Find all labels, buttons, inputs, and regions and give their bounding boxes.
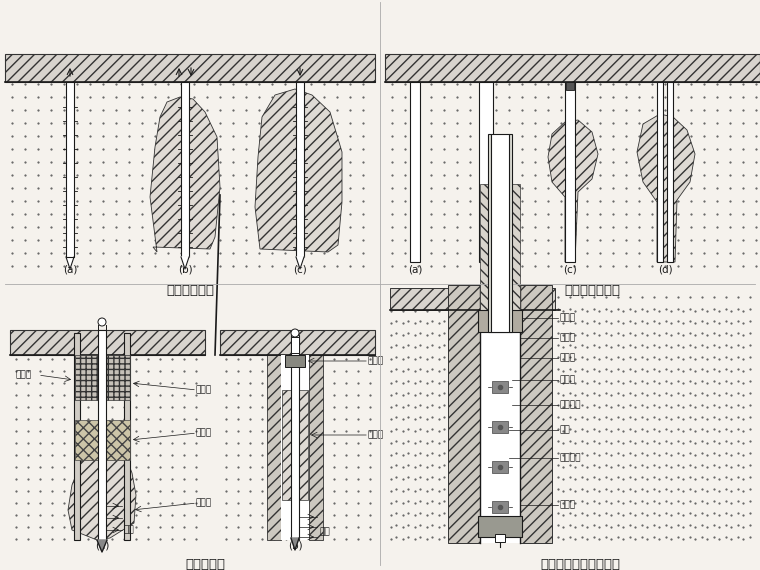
Bar — [657, 82, 663, 262]
Bar — [281, 355, 309, 540]
Text: 溢浆花管: 溢浆花管 — [560, 454, 581, 462]
Bar — [291, 335, 299, 540]
Bar — [480, 285, 520, 543]
Text: 出浆孔: 出浆孔 — [560, 376, 576, 385]
Bar — [385, 54, 760, 82]
Text: 护壁管: 护壁管 — [15, 370, 31, 380]
Bar — [492, 421, 508, 433]
Bar — [10, 330, 205, 355]
Bar — [181, 82, 189, 257]
Text: 橡皮袋阀: 橡皮袋阀 — [560, 401, 581, 409]
Bar — [479, 82, 493, 262]
Bar — [75, 420, 130, 460]
Bar — [492, 381, 508, 393]
Bar — [220, 330, 375, 355]
Text: 灌浆: 灌浆 — [124, 526, 135, 535]
Bar — [410, 82, 420, 262]
Text: 钢管: 钢管 — [560, 425, 571, 434]
Text: (a): (a) — [63, 264, 78, 274]
Bar — [492, 461, 508, 473]
Polygon shape — [181, 257, 189, 269]
Text: 套管护壁注浆法: 套管护壁注浆法 — [565, 284, 620, 297]
Text: 充填料: 充填料 — [560, 353, 576, 363]
Text: (b): (b) — [288, 540, 302, 550]
Text: (b): (b) — [479, 264, 493, 274]
Bar — [492, 501, 508, 513]
Bar — [509, 134, 512, 332]
Bar — [282, 390, 308, 500]
Polygon shape — [637, 114, 695, 262]
Polygon shape — [68, 460, 136, 540]
Bar — [478, 516, 522, 537]
Polygon shape — [66, 257, 74, 269]
Text: 注浆: 注浆 — [319, 527, 330, 536]
Polygon shape — [548, 120, 598, 262]
Text: 封孔塞: 封孔塞 — [367, 356, 383, 365]
Text: 钻孔壁: 钻孔壁 — [560, 333, 576, 343]
Bar — [566, 82, 574, 90]
Bar — [285, 355, 305, 367]
Bar — [488, 134, 491, 332]
Bar — [480, 184, 520, 332]
Text: 灌浆体: 灌浆体 — [367, 430, 383, 439]
Polygon shape — [255, 89, 342, 252]
Text: 边钻边灌法: 边钻边灌法 — [185, 558, 225, 570]
Bar — [495, 534, 505, 542]
Text: (c): (c) — [563, 264, 577, 274]
Bar — [75, 355, 130, 400]
Polygon shape — [97, 540, 107, 552]
Text: (b): (b) — [178, 264, 192, 274]
Text: 混凝土: 混凝土 — [195, 385, 211, 394]
Circle shape — [98, 318, 106, 326]
Text: (a): (a) — [95, 540, 109, 550]
Bar — [309, 355, 323, 540]
Text: 止浆塞: 止浆塞 — [560, 314, 576, 323]
Bar — [565, 82, 575, 262]
Polygon shape — [291, 538, 299, 550]
Bar — [66, 82, 74, 257]
Bar — [390, 288, 555, 310]
Bar — [495, 292, 505, 310]
Bar — [5, 54, 375, 82]
Bar — [667, 82, 673, 262]
Bar — [491, 134, 509, 332]
Text: (a): (a) — [408, 264, 423, 274]
Bar — [448, 285, 480, 543]
Bar — [74, 333, 80, 540]
Bar — [124, 333, 130, 540]
Polygon shape — [150, 97, 220, 252]
Text: (c): (c) — [293, 264, 307, 274]
Polygon shape — [296, 257, 304, 269]
Circle shape — [291, 329, 299, 337]
Text: (d): (d) — [657, 264, 673, 274]
Bar — [267, 355, 281, 540]
Text: 打花管注浆法: 打花管注浆法 — [166, 284, 214, 297]
Bar — [520, 285, 552, 543]
Bar — [478, 310, 522, 332]
Text: 袖阀管法的设备和构造: 袖阀管法的设备和构造 — [540, 558, 620, 570]
Text: 止浆塞: 止浆塞 — [560, 500, 576, 510]
Text: 灌浆体: 灌浆体 — [195, 499, 211, 507]
Bar — [98, 330, 106, 540]
Bar — [291, 337, 299, 353]
Bar — [296, 82, 304, 257]
Text: 粘土层: 粘土层 — [195, 429, 211, 438]
